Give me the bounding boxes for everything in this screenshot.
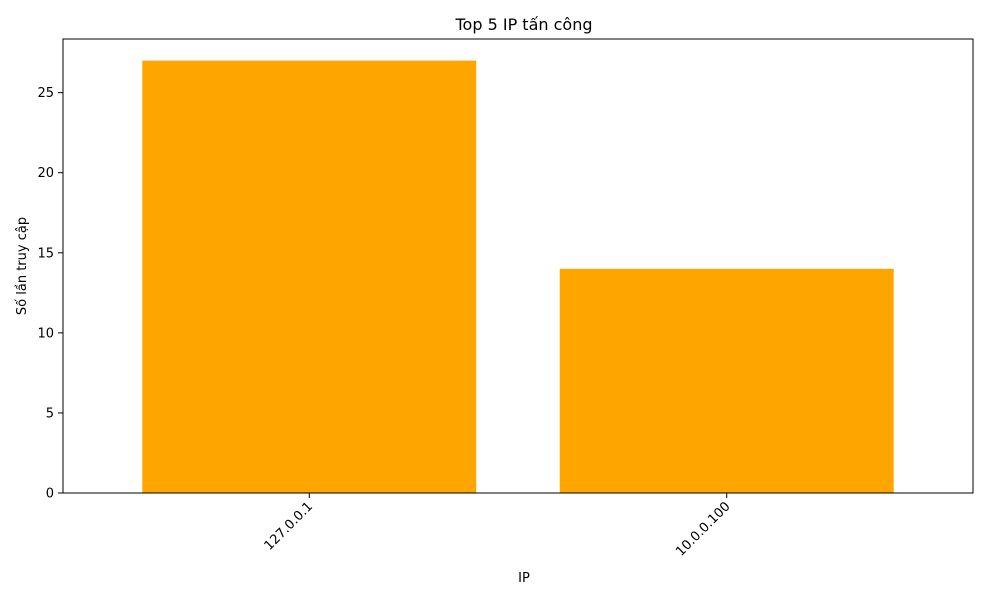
- y-tick-label-4: 20: [37, 166, 54, 181]
- x-axis-label: IP: [518, 571, 530, 586]
- chart-title: Top 5 IP tấn công: [455, 15, 593, 34]
- bar-1: [559, 268, 894, 493]
- x-tick-label-0: 127.0.0.1: [262, 499, 316, 553]
- y-tick-label-2: 10: [37, 326, 54, 341]
- y-tick-label-0: 0: [46, 487, 54, 502]
- bars-layer: [142, 60, 894, 494]
- bar-0: [142, 60, 477, 494]
- plot-frame: [62, 38, 974, 494]
- y-axis-label: Số lần truy cập: [15, 217, 30, 315]
- x-tick-label-1: 10.0.0.100: [673, 499, 733, 559]
- y-tick-label-1: 5: [46, 406, 54, 421]
- y-tick-label-5: 25: [37, 86, 54, 101]
- y-tick-label-3: 15: [37, 246, 54, 261]
